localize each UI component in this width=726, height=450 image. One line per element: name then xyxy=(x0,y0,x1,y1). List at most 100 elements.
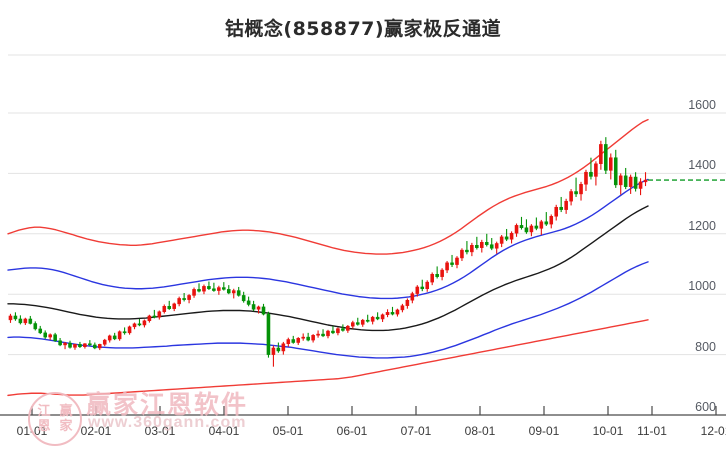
x-axis-label: 09-01 xyxy=(528,424,560,438)
y-axis-label: 1600 xyxy=(688,98,716,112)
candle-body xyxy=(455,257,459,265)
band-line-3 xyxy=(7,261,649,359)
candle-body xyxy=(63,342,67,346)
candle-body xyxy=(261,306,266,315)
candle-body xyxy=(197,289,201,292)
candle-body xyxy=(504,236,509,240)
candle-body xyxy=(266,313,271,355)
candle-body xyxy=(539,221,544,229)
candle-body xyxy=(564,200,568,210)
candle-body xyxy=(187,295,191,300)
candle-body xyxy=(217,287,221,291)
axis-lines xyxy=(0,406,726,416)
candle-body xyxy=(8,315,13,321)
candle-body xyxy=(33,323,38,330)
candle-body xyxy=(390,312,395,315)
candle-body xyxy=(584,171,588,185)
y-axis-label: 1200 xyxy=(688,218,716,233)
candle-body xyxy=(341,328,345,331)
x-axis-label: 03-01 xyxy=(144,424,176,438)
candle-body xyxy=(425,281,430,290)
candle-body xyxy=(395,309,400,315)
candle-body xyxy=(643,179,648,183)
candle-body xyxy=(202,286,206,292)
candle-body xyxy=(162,306,167,312)
candle-body xyxy=(107,335,112,341)
candle-body xyxy=(633,176,638,189)
candle-body xyxy=(127,326,132,334)
candle-body xyxy=(618,175,623,186)
candle-body xyxy=(256,306,261,310)
x-axis-label: 01-01 xyxy=(16,424,48,438)
candle-body xyxy=(499,236,504,244)
candle-body xyxy=(380,314,385,320)
band-line-1 xyxy=(7,178,649,300)
y-axis-label: 1400 xyxy=(688,158,716,173)
candle-body xyxy=(465,249,469,253)
candle-body xyxy=(38,328,43,334)
candle-body xyxy=(172,303,176,309)
candle-body xyxy=(435,274,439,277)
candle-body xyxy=(509,232,514,240)
candle-body xyxy=(271,347,276,355)
candle-body xyxy=(18,318,23,324)
candle-body xyxy=(301,336,305,339)
gridlines xyxy=(8,54,726,356)
candle-body xyxy=(23,318,28,324)
candle-body xyxy=(207,286,211,290)
candle-body xyxy=(420,286,425,290)
candle-body xyxy=(346,325,350,331)
candle-body xyxy=(544,221,549,225)
candle-body xyxy=(231,290,236,294)
candle-body xyxy=(311,335,315,341)
candle-body xyxy=(385,312,390,315)
candle-body xyxy=(415,286,420,294)
candlestick-series xyxy=(8,137,648,367)
candle-body xyxy=(122,331,127,334)
candle-body xyxy=(251,304,256,310)
candle-body xyxy=(132,323,137,328)
candle-body xyxy=(212,288,216,291)
candle-body xyxy=(440,269,444,277)
candle-body xyxy=(97,344,102,349)
candle-body xyxy=(524,227,529,233)
candle-body xyxy=(609,157,613,171)
candle-body xyxy=(157,311,162,318)
candle-body xyxy=(475,245,479,248)
band-line-2 xyxy=(7,205,649,332)
candle-body xyxy=(604,144,608,171)
candle-body xyxy=(519,225,524,229)
candle-body xyxy=(182,298,186,300)
candle-body xyxy=(53,334,57,341)
candle-body xyxy=(355,322,360,325)
candle-body xyxy=(370,316,375,322)
candle-body xyxy=(28,318,33,324)
x-axis-label: 07-01 xyxy=(400,424,432,438)
candle-body xyxy=(236,290,241,296)
candle-body xyxy=(529,225,534,233)
candle-body xyxy=(296,338,301,343)
candle-body xyxy=(13,315,18,320)
candle-body xyxy=(579,184,583,195)
candle-body xyxy=(594,163,598,177)
candle-body xyxy=(291,339,296,343)
page-title: 钴概念(858877)赢家极反通道 xyxy=(224,18,502,40)
candle-body xyxy=(589,171,593,177)
band-line-0 xyxy=(7,118,649,255)
candle-body xyxy=(152,315,157,318)
candle-body xyxy=(331,330,335,334)
y-axis-label: 800 xyxy=(695,339,716,354)
x-axis-label: 04-01 xyxy=(208,424,240,438)
candle-body xyxy=(276,347,281,352)
candle-body xyxy=(102,339,107,345)
candle-body xyxy=(445,262,449,271)
candle-body xyxy=(554,206,559,217)
candle-body xyxy=(450,262,454,265)
x-axis-label: 08-01 xyxy=(464,424,496,438)
candle-body xyxy=(246,300,251,305)
candle-body xyxy=(78,344,82,347)
candle-body xyxy=(112,335,117,340)
candle-body xyxy=(48,334,52,338)
y-axis-label: 1000 xyxy=(688,279,716,294)
candle-body xyxy=(623,175,628,187)
